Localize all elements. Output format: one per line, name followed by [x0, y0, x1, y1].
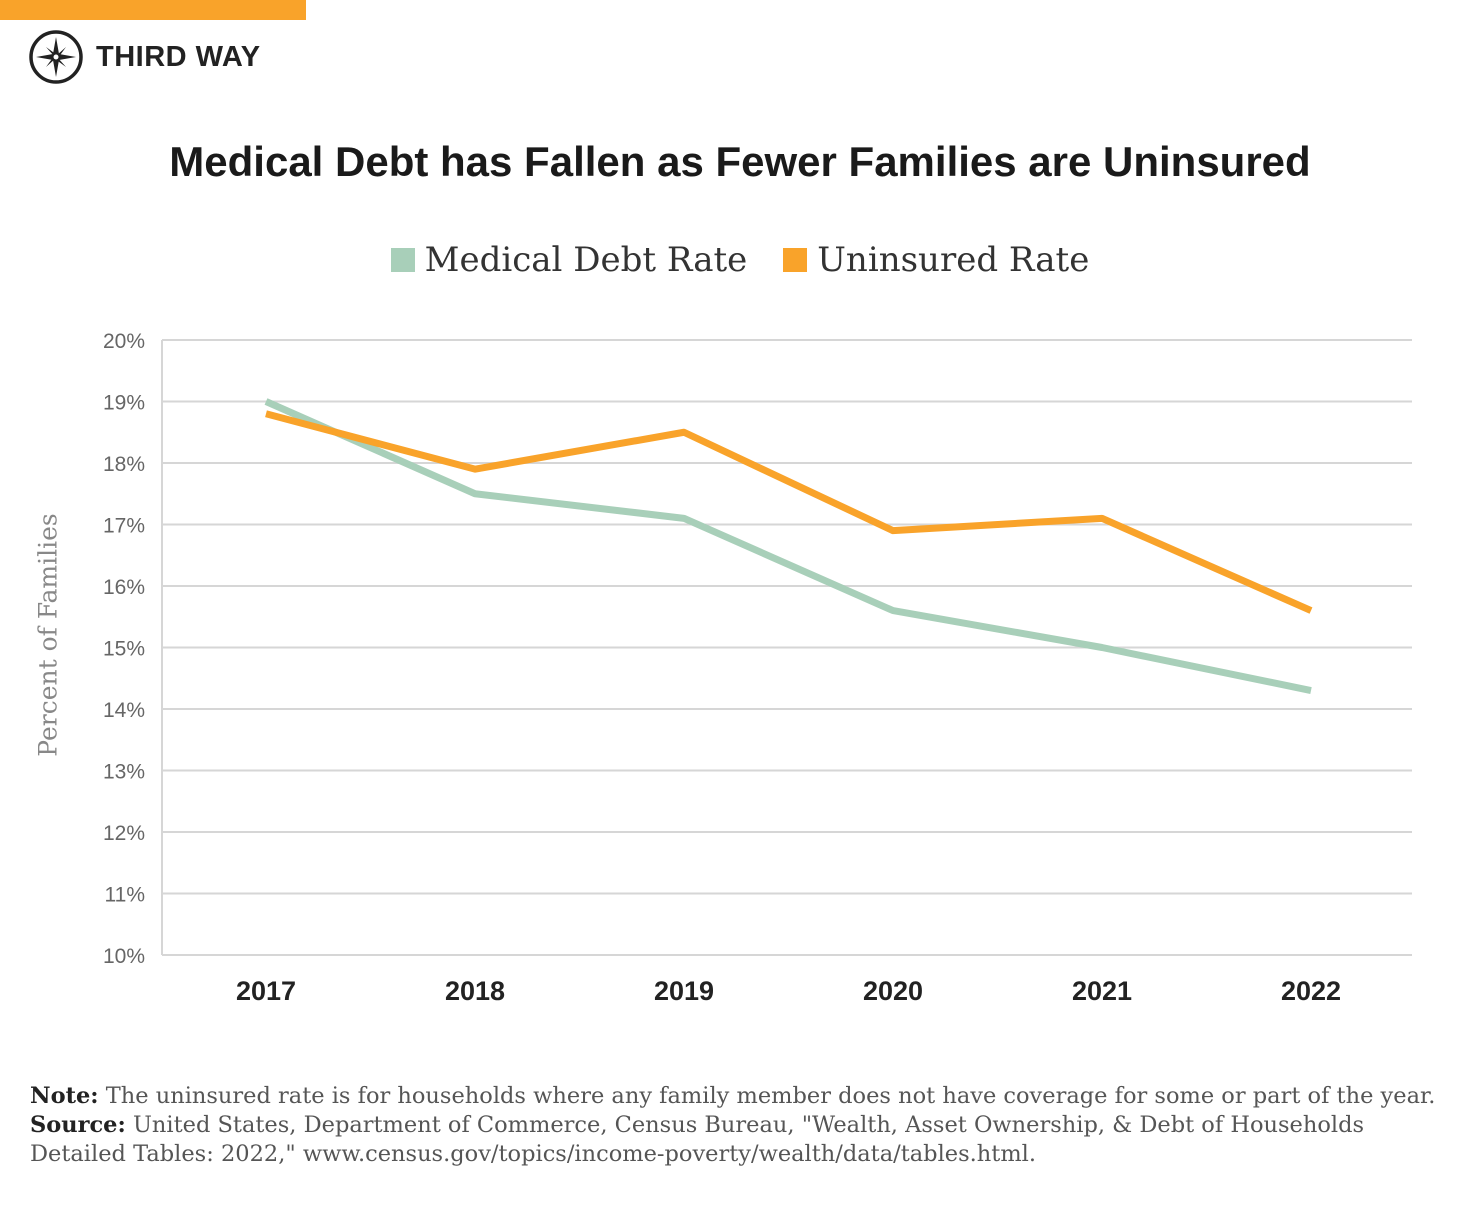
source-text: United States, Department of Commerce, C…	[30, 1112, 1365, 1167]
x-tick-label: 2020	[863, 976, 923, 1006]
source: Source: United States, Department of Com…	[30, 1111, 1450, 1169]
footnotes: Note: The uninsured rate is for househol…	[30, 1082, 1450, 1169]
y-tick-label: 18%	[103, 453, 145, 476]
y-tick-label: 16%	[103, 576, 145, 599]
x-tick-label: 2017	[236, 976, 296, 1006]
legend: Medical Debt Rate Uninsured Rate	[0, 240, 1480, 280]
third-way-logo: THIRD WAY	[28, 29, 261, 85]
chart-title: Medical Debt has Fallen as Fewer Familie…	[169, 138, 1311, 185]
legend-item-uninsured: Uninsured Rate	[783, 240, 1089, 280]
x-tick-label: 2019	[654, 976, 714, 1006]
y-tick-label: 10%	[103, 945, 145, 968]
legend-swatch	[783, 248, 808, 272]
compass-icon	[29, 30, 83, 84]
note: Note: The uninsured rate is for househol…	[30, 1082, 1450, 1111]
y-tick-label: 20%	[103, 330, 145, 353]
note-text: The uninsured rate is for households whe…	[98, 1083, 1436, 1109]
y-tick-label: 11%	[105, 884, 145, 907]
legend-item-medical-debt: Medical Debt Rate	[390, 240, 748, 280]
source-label: Source:	[30, 1112, 126, 1138]
y-tick-label: 17%	[103, 515, 145, 538]
legend-label: Medical Debt Rate	[424, 240, 748, 280]
y-tick-label: 15%	[103, 638, 145, 661]
brand-bar	[0, 0, 306, 20]
brand-name: THIRD WAY	[96, 40, 261, 73]
x-tick-label: 2022	[1281, 976, 1341, 1006]
note-label: Note:	[30, 1083, 99, 1109]
series-line-medical-debt	[264, 398, 1312, 694]
y-tick-label: 19%	[103, 392, 145, 415]
x-tick-label: 2021	[1072, 976, 1132, 1006]
y-tick-label: 13%	[103, 761, 145, 784]
y-tick-label: 12%	[103, 822, 145, 845]
y-tick-label: 14%	[103, 699, 145, 722]
legend-swatch	[390, 248, 415, 272]
x-tick-label: 2018	[445, 976, 505, 1006]
legend-label: Uninsured Rate	[817, 240, 1090, 280]
series-line-uninsured	[265, 410, 1313, 614]
